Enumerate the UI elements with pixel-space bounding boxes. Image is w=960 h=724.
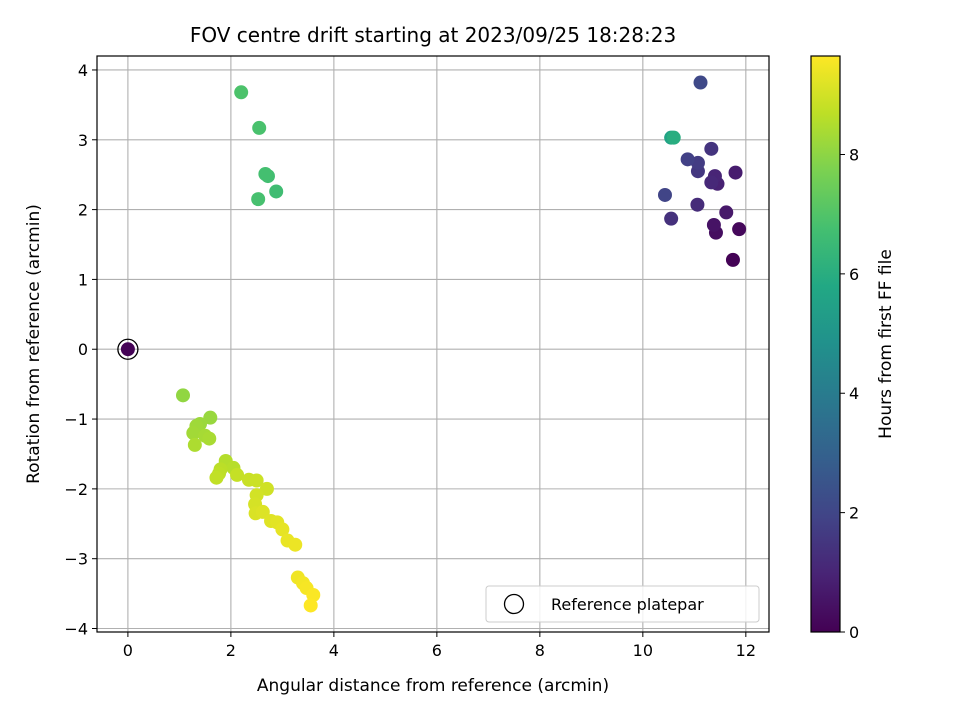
y-tick-label: −4 — [64, 620, 88, 639]
data-point — [187, 437, 202, 452]
data-point — [728, 165, 743, 180]
data-point — [259, 481, 274, 496]
data-point — [725, 252, 740, 267]
data-point — [275, 522, 290, 537]
data-point — [693, 75, 708, 90]
data-point — [252, 120, 267, 135]
data-point — [690, 197, 705, 212]
colorbar-tick-label: 6 — [849, 265, 859, 284]
reference-platepar-marker — [117, 338, 139, 360]
data-point — [202, 431, 217, 446]
plot-frame — [96, 55, 770, 633]
data-point — [269, 184, 284, 199]
legend-reference-marker — [503, 593, 525, 615]
x-tick-label: 8 — [535, 641, 545, 660]
y-tick-label: −1 — [64, 410, 88, 429]
colorbar-label: Hours from first FF file — [876, 249, 896, 439]
data-point — [704, 141, 719, 156]
x-tick-label: 2 — [226, 641, 236, 660]
y-tick-label: −3 — [64, 550, 88, 569]
colorbar-gradient — [811, 56, 840, 632]
grid-lines — [97, 56, 769, 632]
data-point — [175, 388, 190, 403]
legend-reference-label: Reference platepar — [551, 595, 704, 614]
data-point — [706, 217, 721, 232]
y-axis-label: Rotation from reference (arcmin) — [24, 204, 44, 484]
data-point — [249, 473, 264, 488]
x-tick-label: 6 — [432, 641, 442, 660]
data-point — [664, 211, 679, 226]
data-point — [209, 470, 224, 485]
y-tick-label: 1 — [78, 270, 88, 289]
legend-box — [485, 585, 760, 623]
legend: Reference platepar — [485, 585, 760, 623]
data-point — [255, 504, 270, 519]
data-point — [288, 537, 303, 552]
colorbar-ticks: 0 2 4 6 8 — [840, 145, 859, 642]
colorbar-frame — [810, 55, 841, 633]
x-tick-label: 4 — [329, 641, 339, 660]
x-tick-label: 0 — [123, 641, 133, 660]
y-tick-label: 2 — [78, 201, 88, 220]
data-point — [306, 587, 321, 602]
data-point — [230, 467, 245, 482]
data-point — [203, 410, 218, 425]
colorbar-tick-label: 0 — [849, 623, 859, 642]
data-point — [680, 152, 695, 167]
y-tick-label: 3 — [78, 131, 88, 150]
x-axis-label: Angular distance from reference (arcmin) — [257, 676, 609, 696]
chart-title: FOV centre drift starting at 2023/09/25 … — [190, 23, 676, 47]
data-point — [251, 192, 266, 207]
data-point — [666, 130, 681, 145]
y-tick-label: −2 — [64, 480, 88, 499]
data-point — [186, 426, 201, 441]
colorbar: 0 2 4 6 8 Hours from first FF file — [810, 55, 896, 642]
data-point — [732, 222, 747, 237]
scatter-points — [117, 75, 747, 613]
data-point — [704, 175, 719, 190]
data-point — [719, 205, 734, 220]
colorbar-tick-label: 2 — [849, 504, 859, 523]
x-tick-label: 12 — [736, 641, 756, 660]
x-tick-label: 10 — [633, 641, 653, 660]
data-point — [657, 187, 672, 202]
colorbar-tick-label: 4 — [849, 384, 859, 403]
y-tick-label: 0 — [78, 340, 88, 359]
data-point — [120, 342, 135, 357]
y-tick-label: 4 — [78, 61, 88, 80]
colorbar-tick-label: 8 — [849, 145, 859, 164]
data-point — [303, 598, 318, 613]
data-point — [234, 85, 249, 100]
data-point — [258, 166, 273, 181]
